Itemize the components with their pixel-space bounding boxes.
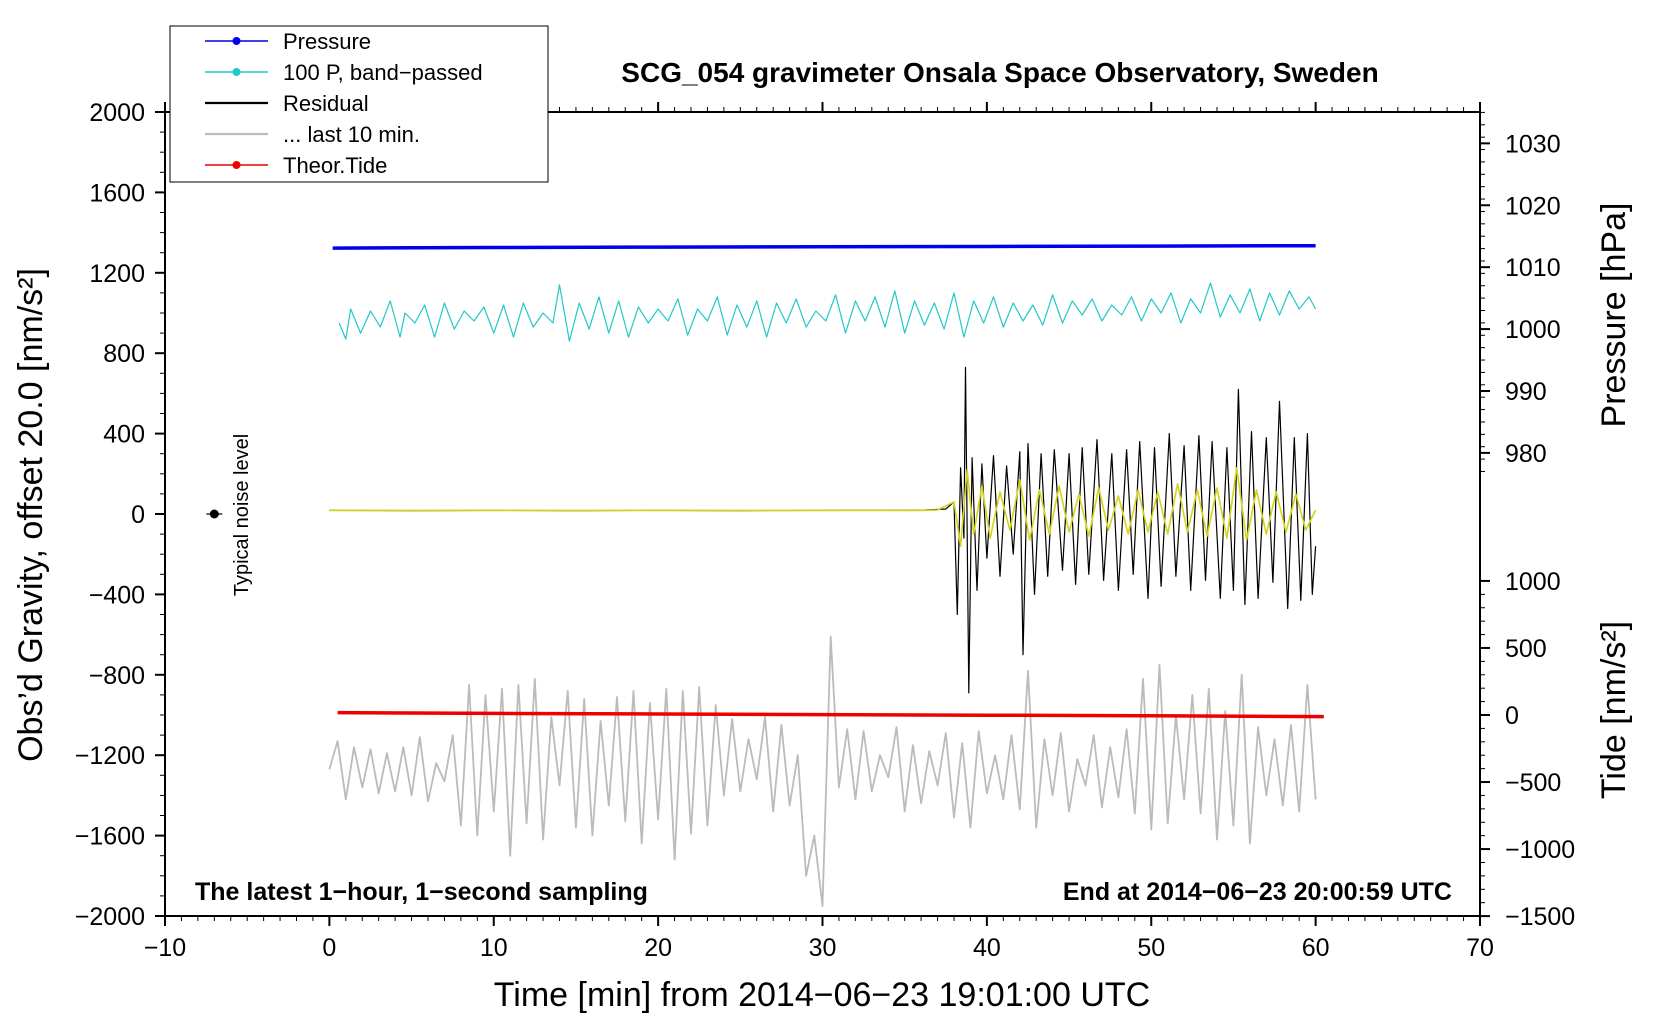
y-tick-label: 0 — [131, 501, 145, 529]
series-residual — [329, 366, 1317, 694]
x-tick-label: −10 — [144, 934, 186, 962]
noise-level-marker — [206, 509, 223, 519]
y-tick-label: −2000 — [75, 903, 145, 931]
tide-axis-label: Tide [nm/s²] — [1595, 621, 1633, 799]
tide-axis: 1000 500 0 −500 −1000 −1500 — [1480, 568, 1575, 931]
pressure-tick-label: 980 — [1505, 440, 1547, 468]
tide-tick-label: 500 — [1505, 635, 1547, 663]
tide-tick-label: −1000 — [1505, 836, 1575, 864]
legend-marker-theor-tide — [232, 161, 241, 169]
tide-tick-label: 0 — [1505, 702, 1519, 730]
series-theor-tide — [337, 710, 1324, 719]
x-tick-label: 40 — [973, 934, 1001, 962]
y-tick-label: 2000 — [89, 99, 145, 127]
pressure-tick-label: 1030 — [1505, 130, 1561, 158]
tide-tick-label: −1500 — [1505, 903, 1575, 931]
x-tick-label: 60 — [1302, 934, 1330, 962]
pressure-axis-label: Pressure [hPa] — [1595, 203, 1633, 428]
series-100-p-band-passed — [338, 282, 1317, 342]
y-tick-label: 800 — [103, 340, 145, 368]
x-tick-label: 0 — [322, 934, 336, 962]
legend-label-pressure: Pressure — [283, 29, 371, 54]
y-tick-label: −1200 — [75, 742, 145, 770]
x-tick-label: 20 — [644, 934, 672, 962]
x-tick-label: 50 — [1137, 934, 1165, 962]
pressure-tick-label: 990 — [1505, 378, 1547, 406]
end-time-annotation: End at 2014−06−23 20:00:59 UTC — [1063, 878, 1452, 906]
x-tick-label: 10 — [480, 934, 508, 962]
legend: Pressure 100 P, band−passed Residual ... la… — [169, 25, 549, 183]
legend-label-theor-tide: Theor.Tide — [283, 153, 387, 178]
x-tick-label: 30 — [809, 934, 837, 962]
legend-label-100-p-band-passed: 100 P, band−passed — [283, 60, 483, 85]
noise-level-label: Typical noise level — [231, 434, 253, 596]
pressure-tick-label: 1010 — [1505, 254, 1561, 282]
y-axis-label: Obs’d Gravity, offset 20.0 [nm/s²] — [12, 268, 50, 762]
chart-title: SCG_054 gravimeter Onsala Space Observat… — [621, 57, 1378, 88]
legend-label-residual: Residual — [283, 91, 369, 116]
legend-label-last-10-min: ... last 10 min. — [283, 122, 420, 147]
pressure-axis: 1030 1020 1010 1000 990 980 — [1480, 111, 1561, 472]
tide-tick-label: 1000 — [1505, 568, 1561, 596]
series-pressure — [332, 243, 1316, 250]
pressure-tick-label: 1020 — [1505, 192, 1561, 220]
sampling-annotation: The latest 1−hour, 1−second sampling — [195, 878, 648, 906]
series-last-10-min — [328, 635, 1317, 907]
y-tick-label: −400 — [89, 581, 145, 609]
noise-point — [209, 509, 219, 519]
legend-marker-100-p-band-passed — [232, 68, 241, 76]
series-layer — [328, 243, 1324, 907]
y-tick-label: −800 — [89, 662, 145, 690]
series-residual-last-10-min-overlay — [329, 466, 1317, 548]
x-tick-label: 70 — [1466, 934, 1494, 962]
x-axis: −10 0 10 20 30 40 50 60 70 — [144, 102, 1494, 962]
y-tick-label: −1600 — [75, 823, 145, 851]
y-axis-left: 2000 1600 1200 800 400 0 −400 −800 −1200 −1600 −20… — [75, 99, 165, 931]
tide-tick-label: −500 — [1505, 769, 1561, 797]
legend-marker-pressure — [232, 37, 241, 45]
y-tick-label: 400 — [103, 421, 145, 449]
y-tick-label: 1600 — [89, 179, 145, 207]
y-tick-label: 1200 — [89, 260, 145, 288]
x-axis-label: Time [min] from 2014−06−23 19:01:00 UTC — [494, 976, 1150, 1014]
pressure-tick-label: 1000 — [1505, 316, 1561, 344]
